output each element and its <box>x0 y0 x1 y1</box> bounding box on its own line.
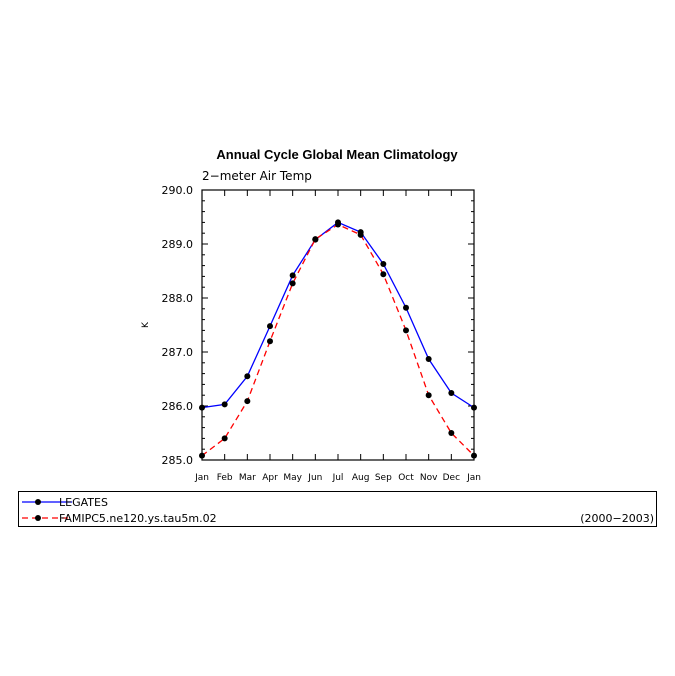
series-2-point <box>403 327 409 334</box>
series-2-point <box>471 452 477 459</box>
x-tick-label: Jan <box>466 473 481 483</box>
series-1-point <box>425 356 432 363</box>
series-2-point <box>267 338 273 345</box>
series-2-point <box>244 398 251 405</box>
series-1-point <box>380 260 387 267</box>
series-1-point <box>221 401 228 408</box>
x-tick-label: Apr <box>262 473 278 483</box>
series-2-point <box>312 236 319 243</box>
series-2-point <box>199 452 205 459</box>
legend-marker-2 <box>35 515 41 521</box>
series-1-point <box>471 404 477 411</box>
y-tick-label: 287.0 <box>162 346 194 359</box>
plot-area: 285.0 286.0 287.0 288.0 289.0 290.0 Jan Feb Mar A… <box>162 184 481 483</box>
series-2-point <box>380 271 387 278</box>
x-tick-label: Dec <box>443 473 460 483</box>
series-2-point <box>357 231 364 238</box>
series-1-point <box>403 304 409 311</box>
y-tick-label: 286.0 <box>162 400 194 413</box>
legend-label-1: LEGATES <box>59 496 108 509</box>
plot-frame <box>201 189 475 461</box>
x-tick-label: Jun <box>307 473 322 483</box>
chart-title: Annual Cycle Global Mean Climatology <box>216 147 458 162</box>
x-tick-label: Nov <box>420 473 438 483</box>
y-tick-label: 285.0 <box>162 454 194 467</box>
series-2-point <box>289 280 296 287</box>
x-tick-label: Jul <box>332 473 344 483</box>
y-tick-label: 290.0 <box>162 184 194 197</box>
series-1-point <box>244 373 251 380</box>
series-2-point <box>221 435 228 442</box>
legend-box <box>18 491 657 527</box>
legend: LEGATES FAMIPC5.ne120.ys.tau5m.02 <box>22 496 217 525</box>
chart-subtitle: 2−meter Air Temp <box>202 169 312 183</box>
legend-label-2: FAMIPC5.ne120.ys.tau5m.02 <box>59 512 217 525</box>
x-tick-label: Feb <box>217 473 233 483</box>
x-tick-label: Oct <box>398 473 414 483</box>
x-tick-label: Mar <box>239 473 256 483</box>
series-2-point <box>448 430 455 436</box>
series-2-point <box>335 221 341 228</box>
series-1-point <box>289 272 296 279</box>
series-1-point <box>267 323 273 330</box>
series-1-point <box>448 390 455 397</box>
y-tick-label: 289.0 <box>162 238 194 251</box>
x-tick-label: Jan <box>194 473 209 483</box>
series-2-point <box>425 392 432 399</box>
legend-marker-1 <box>35 499 41 505</box>
series-1-point <box>199 404 205 411</box>
x-tick-label: Aug <box>352 473 370 483</box>
x-tick-label: May <box>283 473 302 483</box>
series-line-1 <box>201 221 475 409</box>
x-tick-label: Sep <box>375 473 392 483</box>
date-range-label: (2000−2003) <box>580 512 654 525</box>
series-line-2 <box>201 223 475 457</box>
y-tick-label: 288.0 <box>162 292 194 305</box>
y-axis-label: K <box>141 321 151 328</box>
